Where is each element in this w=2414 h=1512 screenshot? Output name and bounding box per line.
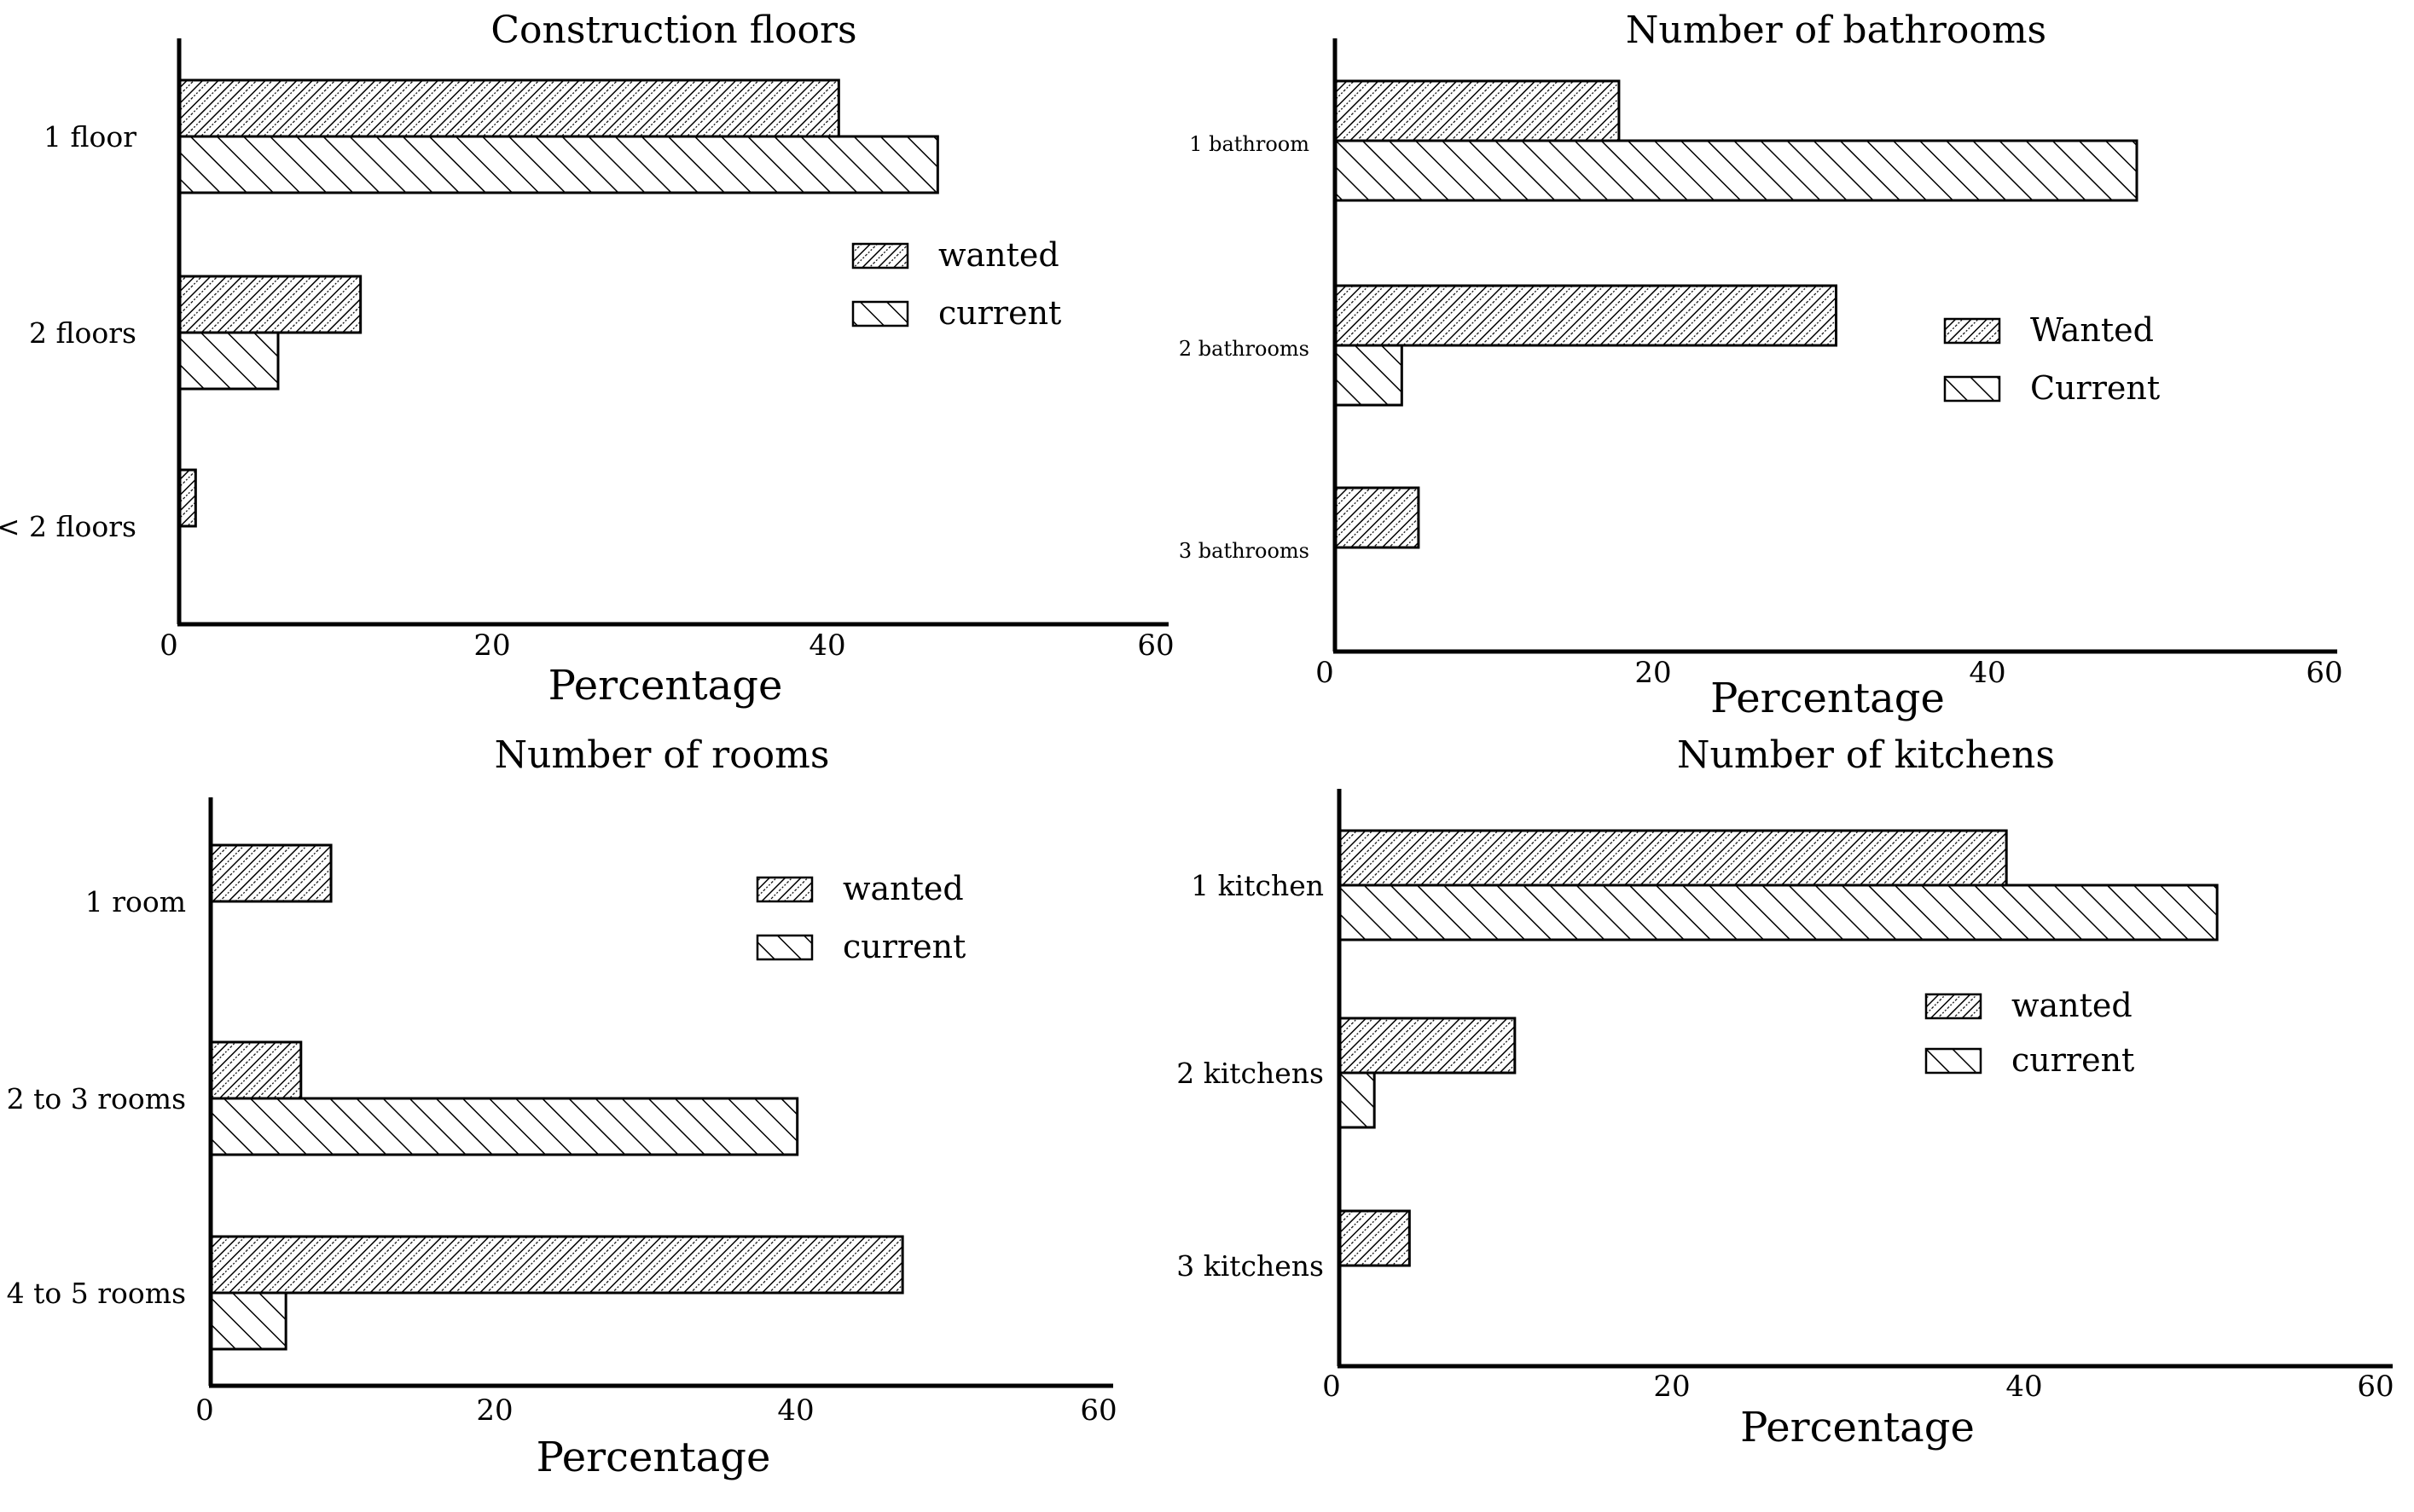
bar-current-1 xyxy=(1338,883,2219,941)
chart-panel-1: Construction floors 1 floor 2 floors < 2 fl… xyxy=(0,9,1175,710)
x-tick-label: 60 xyxy=(1137,629,1174,663)
chart-title: Number of bathrooms xyxy=(1626,9,2046,52)
chart-panel-3: Number of rooms 1 room 2 to 3 rooms 4 to 5 … xyxy=(7,733,1117,1481)
bar-wanted-2 xyxy=(209,1040,303,1100)
x-tick-label: 20 xyxy=(476,1393,513,1428)
legend-label: current xyxy=(938,294,1061,332)
legend: Wanted Current xyxy=(1943,311,2160,407)
legend-label: wanted xyxy=(938,236,1059,274)
bar-current-2 xyxy=(1338,1071,1376,1129)
legend-swatch-wanted xyxy=(1943,317,2001,345)
x-axis-label: Percentage xyxy=(1740,1404,1975,1451)
bar-wanted-1 xyxy=(209,843,333,903)
x-tick-label: 0 xyxy=(1322,1370,1341,1404)
legend-swatch-wanted xyxy=(1924,993,1982,1020)
category-label: 1 floor xyxy=(44,120,136,154)
x-tick-label: 0 xyxy=(195,1393,214,1428)
bar-wanted-3 xyxy=(209,1235,904,1295)
bar-current-1 xyxy=(1333,139,2138,202)
category-label: 2 bathrooms xyxy=(1179,337,1309,361)
category-label: 3 kitchens xyxy=(1176,1249,1324,1283)
legend-swatch-current xyxy=(756,934,814,961)
x-axis-label: Percentage xyxy=(1710,675,1945,722)
category-label: 4 to 5 rooms xyxy=(7,1277,186,1310)
bar-wanted-1 xyxy=(1333,79,1621,142)
category-label: 3 bathrooms xyxy=(1179,539,1309,563)
chart-title: Construction floors xyxy=(490,9,856,52)
x-tick-label: 20 xyxy=(1634,656,1671,690)
x-tick-label: 60 xyxy=(1080,1393,1117,1428)
x-axis-label: Percentage xyxy=(548,662,783,710)
bar-wanted-2 xyxy=(177,275,363,334)
bar-wanted-1 xyxy=(1338,829,2008,887)
category-label: 2 to 3 rooms xyxy=(7,1082,186,1115)
chart-title: Number of rooms xyxy=(495,733,830,777)
legend-label: Current xyxy=(2030,369,2160,407)
bar-wanted-3 xyxy=(1338,1209,1411,1267)
legend-label: current xyxy=(843,928,966,965)
bar-wanted-2 xyxy=(1338,1017,1517,1075)
chart-panel-4: Number of kitchens 1 kitchen 2 kitchens 3 k… xyxy=(1176,733,2394,1451)
x-tick-label: 40 xyxy=(809,629,845,663)
category-label: 1 bathroom xyxy=(1189,132,1309,156)
bar-wanted-1 xyxy=(177,78,840,138)
legend-swatch-wanted xyxy=(756,876,814,903)
legend-swatch-current xyxy=(1943,375,2001,403)
legend: wanted current xyxy=(851,236,1061,332)
legend: wanted current xyxy=(1924,987,2134,1079)
category-label: < 2 floors xyxy=(0,510,136,543)
legend-swatch-current xyxy=(1924,1047,1982,1075)
bar-current-3 xyxy=(209,1291,287,1351)
x-axis-label: Percentage xyxy=(537,1434,771,1481)
x-tick-label: 40 xyxy=(1969,656,2005,690)
x-tick-label: 60 xyxy=(2306,656,2342,690)
bar-wanted-3 xyxy=(177,468,197,528)
legend-label: current xyxy=(2011,1041,2134,1079)
x-tick-label: 40 xyxy=(2005,1370,2042,1404)
x-tick-label: 40 xyxy=(777,1393,814,1428)
chart-panel-2: Number of bathrooms 1 bathroom 2 bathrooms… xyxy=(1179,9,2343,722)
bar-current-2 xyxy=(1333,344,1403,407)
x-tick-label: 60 xyxy=(2357,1370,2394,1404)
legend-label: wanted xyxy=(2011,987,2133,1024)
x-tick-label: 0 xyxy=(1315,656,1334,690)
x-tick-label: 20 xyxy=(473,629,510,663)
bar-wanted-3 xyxy=(1333,486,1420,549)
bar-current-1 xyxy=(177,135,939,194)
bar-current-2 xyxy=(177,331,280,391)
category-label: 2 kitchens xyxy=(1176,1057,1324,1090)
bar-current-2 xyxy=(209,1097,799,1156)
chart-title: Number of kitchens xyxy=(1677,733,2055,777)
legend-label: Wanted xyxy=(2030,311,2154,349)
legend-swatch-current xyxy=(851,300,909,327)
legend-label: wanted xyxy=(843,870,964,907)
legend-swatch-wanted xyxy=(851,242,909,269)
category-label: 2 floors xyxy=(29,316,136,350)
category-label: 1 room xyxy=(85,885,186,918)
x-tick-label: 0 xyxy=(160,629,178,663)
category-label: 1 kitchen xyxy=(1191,869,1324,902)
legend: wanted current xyxy=(756,870,966,965)
bar-wanted-2 xyxy=(1333,284,1837,347)
x-tick-label: 20 xyxy=(1653,1370,1690,1404)
